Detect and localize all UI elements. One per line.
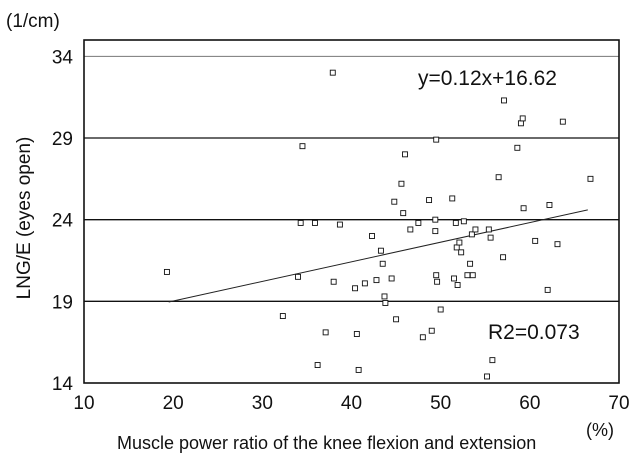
data-point [532,237,539,244]
data-point [501,97,507,104]
data-point [460,218,467,225]
data-point [426,197,433,204]
data-point [458,249,465,256]
data-point [487,234,494,241]
data-point [373,277,380,284]
x-tick-label: 20 [163,393,184,414]
data-point [433,136,440,143]
data-point [433,272,440,279]
data-point [559,118,566,125]
data-point [519,115,526,122]
data-point [295,273,301,280]
data-point [407,226,414,233]
data-point [434,278,441,285]
data-point [587,175,594,182]
data-point [451,275,457,282]
data-point [381,293,388,300]
data-point [329,69,336,76]
data-point [517,120,524,127]
data-point [353,331,360,337]
y-tick-label: 24 [52,211,74,232]
data-point [314,362,321,368]
data-point [456,239,463,246]
trend-line [168,209,588,303]
data-point [500,254,507,261]
data-point [279,313,286,319]
data-point [544,286,551,293]
y-tick-labels: 14 19 24 29 34 [52,47,74,395]
data-point [398,180,405,187]
data-point [452,219,459,226]
data-point [415,219,422,226]
y-tick-label: 19 [52,292,73,313]
y-tick-label: 14 [52,374,74,395]
data-point [520,205,527,212]
data-point [336,221,343,228]
y-axis-label: LNG/E (eyes open) [14,137,35,300]
r-squared-annotation: R2=0.073 [488,321,580,344]
data-point [428,327,435,334]
data-point [454,282,461,288]
data-point [379,260,386,267]
data-point [377,247,384,254]
data-point [546,202,553,208]
data-point [489,357,496,364]
data-point [322,329,329,336]
data-point [453,244,460,251]
data-point [485,226,492,233]
data-point [484,373,490,380]
x-tick-label: 60 [519,393,540,414]
x-tick-label: 40 [341,393,362,414]
data-point [402,151,408,158]
data-point [393,316,400,323]
data-point [388,275,395,282]
data-point [472,226,479,233]
data-point [382,300,389,306]
x-axis-unit: (%) [586,420,614,440]
data-points [163,69,594,380]
regression-equation: y=0.12x+16.62 [418,67,557,90]
data-point [464,272,471,279]
data-point [432,228,439,235]
data-point [437,306,444,313]
x-tick-label: 10 [73,393,94,414]
data-point [299,143,306,150]
data-point [554,241,561,248]
data-point [467,260,474,267]
data-point [361,280,368,287]
data-point [163,268,170,275]
y-tick-label: 29 [52,129,73,150]
data-point [369,233,375,239]
data-point [469,272,476,279]
data-point [311,219,318,226]
x-tick-label: 70 [608,393,629,414]
x-tick-labels: 10 20 30 40 50 60 70 [73,393,629,414]
y-tick-label: 34 [52,47,74,68]
data-point [391,198,398,205]
data-point [514,144,521,151]
y-axis-unit: (1/cm) [6,11,60,32]
data-point [432,216,439,223]
x-tick-label: 30 [252,393,273,414]
plot-area-frame [83,39,620,384]
data-point [419,334,426,341]
data-point [352,285,359,292]
data-point [400,210,407,217]
data-point [468,231,475,238]
gridlines [84,55,619,302]
data-point [330,278,337,285]
data-point [495,174,502,181]
data-point [355,366,362,373]
x-tick-label: 50 [430,393,451,414]
data-point [449,195,456,202]
data-point [297,219,304,226]
x-axis-label: Muscle power ratio of the knee flexion a… [117,433,536,453]
